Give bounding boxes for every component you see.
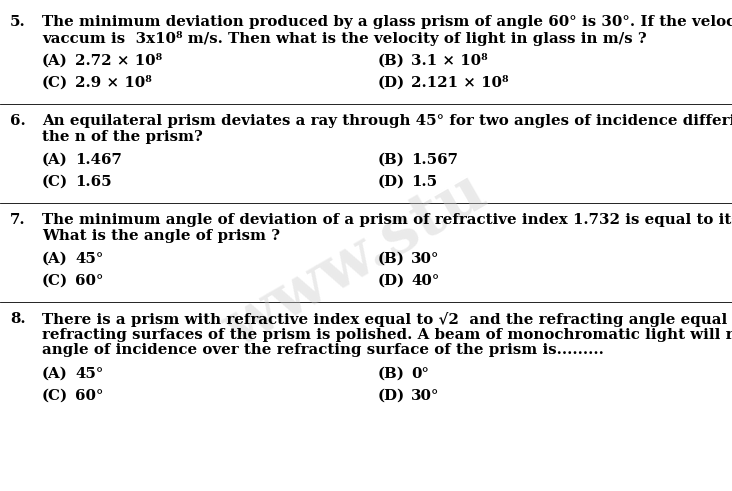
Text: There is a prism with refractive index equal to √2  and the refracting angle equ: There is a prism with refractive index e… bbox=[42, 312, 732, 327]
Text: 8.: 8. bbox=[10, 312, 26, 326]
Text: (B): (B) bbox=[378, 252, 405, 266]
Text: An equilateral prism deviates a ray through 45° for two angles of incidence diff: An equilateral prism deviates a ray thro… bbox=[42, 114, 732, 128]
Text: www.stu: www.stu bbox=[213, 162, 497, 361]
Text: (B): (B) bbox=[378, 54, 405, 68]
Text: (C): (C) bbox=[42, 76, 68, 90]
Text: 40°: 40° bbox=[411, 274, 439, 288]
Text: (A): (A) bbox=[42, 54, 68, 68]
Text: (D): (D) bbox=[378, 175, 405, 189]
Text: The minimum deviation produced by a glass prism of angle 60° is 30°. If the velo: The minimum deviation produced by a glas… bbox=[42, 15, 732, 29]
Text: refracting surfaces of the prism is polished. A beam of monochromatic light will: refracting surfaces of the prism is poli… bbox=[42, 327, 732, 342]
Text: 7.: 7. bbox=[10, 213, 26, 227]
Text: 60°: 60° bbox=[75, 274, 103, 288]
Text: 6.: 6. bbox=[10, 114, 26, 128]
Text: the n of the prism?: the n of the prism? bbox=[42, 130, 203, 143]
Text: 3.1 × 10⁸: 3.1 × 10⁸ bbox=[411, 54, 488, 68]
Text: (D): (D) bbox=[378, 388, 405, 403]
Text: 1.567: 1.567 bbox=[411, 153, 458, 167]
Text: 2.9 × 10⁸: 2.9 × 10⁸ bbox=[75, 76, 152, 90]
Text: (D): (D) bbox=[378, 76, 405, 90]
Text: (D): (D) bbox=[378, 274, 405, 288]
Text: vaccum is  3x10⁸ m/s. Then what is the velocity of light in glass in m/s ?: vaccum is 3x10⁸ m/s. Then what is the ve… bbox=[42, 30, 646, 46]
Text: (B): (B) bbox=[378, 366, 405, 381]
Text: (A): (A) bbox=[42, 153, 68, 167]
Text: (C): (C) bbox=[42, 274, 68, 288]
Text: (C): (C) bbox=[42, 388, 68, 403]
Text: 2.121 × 10⁸: 2.121 × 10⁸ bbox=[411, 76, 509, 90]
Text: 45°: 45° bbox=[75, 252, 103, 266]
Text: 5.: 5. bbox=[10, 15, 26, 29]
Text: (C): (C) bbox=[42, 175, 68, 189]
Text: The minimum angle of deviation of a prism of refractive index 1.732 is equal to : The minimum angle of deviation of a pris… bbox=[42, 213, 732, 227]
Text: 30°: 30° bbox=[411, 388, 439, 403]
Text: 1.5: 1.5 bbox=[411, 175, 437, 189]
Text: (A): (A) bbox=[42, 252, 68, 266]
Text: (B): (B) bbox=[378, 153, 405, 167]
Text: angle of incidence over the refracting surface of the prism is.........: angle of incidence over the refracting s… bbox=[42, 343, 604, 357]
Text: 1.467: 1.467 bbox=[75, 153, 122, 167]
Text: 0°: 0° bbox=[411, 366, 429, 381]
Text: 1.65: 1.65 bbox=[75, 175, 111, 189]
Text: 30°: 30° bbox=[411, 252, 439, 266]
Text: (A): (A) bbox=[42, 366, 68, 381]
Text: 60°: 60° bbox=[75, 388, 103, 403]
Text: What is the angle of prism ?: What is the angle of prism ? bbox=[42, 228, 280, 243]
Text: 45°: 45° bbox=[75, 366, 103, 381]
Text: 2.72 × 10⁸: 2.72 × 10⁸ bbox=[75, 54, 162, 68]
